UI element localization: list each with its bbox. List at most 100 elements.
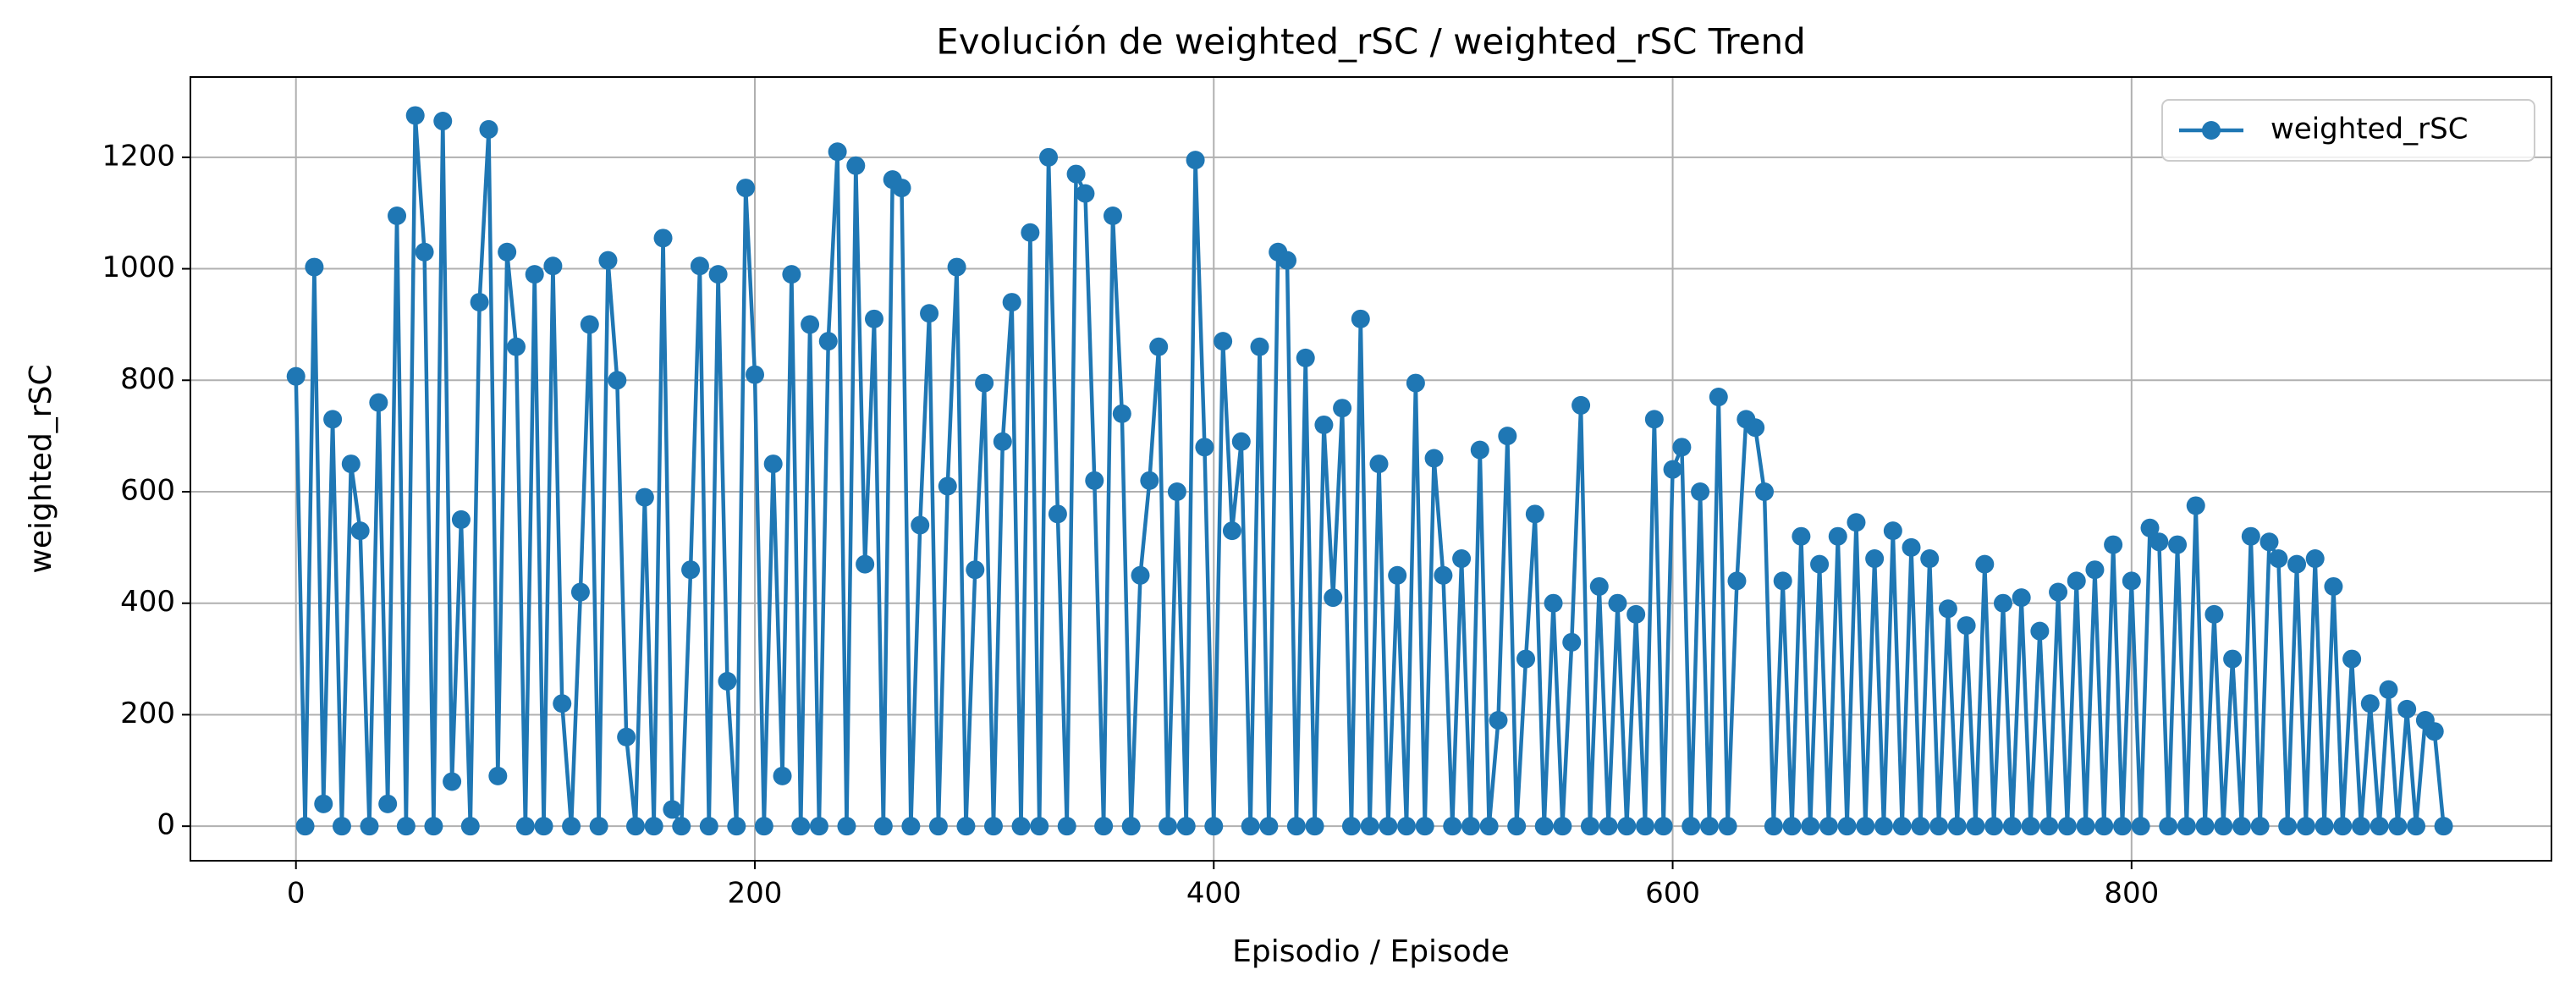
marker xyxy=(1718,817,1737,836)
marker xyxy=(1167,482,1186,502)
marker xyxy=(1562,632,1582,652)
marker xyxy=(956,817,976,836)
marker xyxy=(2379,680,2398,699)
marker xyxy=(2232,817,2251,836)
marker xyxy=(1498,427,1517,446)
marker xyxy=(1892,817,1912,836)
marker xyxy=(1571,395,1591,415)
marker xyxy=(2305,549,2325,569)
marker xyxy=(598,251,618,270)
marker xyxy=(1341,817,1361,836)
marker xyxy=(2315,817,2334,836)
marker xyxy=(2296,817,2315,836)
marker xyxy=(2094,817,2114,836)
marker xyxy=(1947,817,1967,836)
marker xyxy=(1782,817,1802,836)
marker xyxy=(1608,593,1627,613)
marker xyxy=(928,817,948,836)
marker xyxy=(975,373,994,393)
marker xyxy=(2067,571,2086,591)
marker xyxy=(635,487,654,507)
marker xyxy=(2039,817,2059,836)
plot-frame xyxy=(190,76,2552,862)
marker xyxy=(2076,817,2095,836)
marker xyxy=(672,817,691,836)
marker xyxy=(2333,817,2353,836)
marker xyxy=(2030,621,2050,641)
marker xyxy=(1222,521,1241,541)
marker xyxy=(1699,817,1719,836)
marker xyxy=(1149,337,1169,356)
marker xyxy=(1011,817,1031,836)
marker xyxy=(828,142,847,162)
y-tick-label: 200 xyxy=(120,697,175,730)
marker xyxy=(1296,348,1315,367)
marker xyxy=(653,229,673,248)
marker xyxy=(1121,817,1141,836)
marker xyxy=(286,366,305,386)
marker xyxy=(791,817,811,836)
marker xyxy=(460,817,480,836)
marker xyxy=(2168,535,2188,554)
marker xyxy=(690,256,709,276)
marker xyxy=(1727,571,1747,591)
marker xyxy=(718,671,737,691)
marker xyxy=(1159,817,1178,836)
marker xyxy=(451,510,471,529)
marker xyxy=(736,179,756,198)
marker xyxy=(1938,599,1957,619)
marker xyxy=(1021,223,1040,242)
marker xyxy=(608,371,627,390)
y-tick-label: 0 xyxy=(157,808,175,842)
marker xyxy=(1580,817,1599,836)
marker xyxy=(1709,388,1728,407)
marker xyxy=(892,179,911,198)
marker xyxy=(1214,332,1233,351)
marker xyxy=(663,800,682,819)
marker xyxy=(681,560,701,580)
marker xyxy=(1048,504,1067,524)
marker xyxy=(617,727,636,746)
marker xyxy=(1094,817,1114,836)
marker xyxy=(2287,554,2307,574)
marker xyxy=(2214,817,2233,836)
marker xyxy=(782,265,801,284)
marker xyxy=(1030,817,1049,836)
marker xyxy=(543,256,563,276)
x-axis-label: Episodio / Episode xyxy=(1232,934,1510,969)
marker xyxy=(2351,817,2370,836)
marker xyxy=(1305,817,1324,836)
marker xyxy=(644,817,663,836)
marker xyxy=(369,393,388,412)
marker xyxy=(2186,496,2205,515)
marker xyxy=(1672,438,1692,457)
marker xyxy=(360,817,379,836)
legend-label: weighted_rSC xyxy=(2271,113,2468,146)
marker xyxy=(1589,576,1609,596)
marker xyxy=(350,521,370,541)
marker xyxy=(1801,817,1820,836)
legend-marker xyxy=(2202,121,2221,140)
marker xyxy=(1406,373,1425,393)
marker xyxy=(2434,817,2453,836)
marker xyxy=(2241,526,2260,546)
legend-box xyxy=(2161,99,2535,162)
marker xyxy=(1837,817,1857,836)
marker xyxy=(378,794,398,813)
marker xyxy=(2278,817,2298,836)
marker xyxy=(415,242,434,262)
marker xyxy=(1204,817,1224,836)
marker xyxy=(1792,526,1811,546)
marker xyxy=(295,817,315,836)
marker xyxy=(396,817,416,836)
marker xyxy=(2131,817,2150,836)
marker xyxy=(1140,471,1159,490)
marker xyxy=(1397,817,1417,836)
marker xyxy=(818,332,838,351)
legend: weighted_rSC xyxy=(2161,99,2535,162)
marker xyxy=(1112,404,1131,423)
marker xyxy=(479,119,498,139)
marker xyxy=(2407,817,2426,836)
marker xyxy=(1286,817,1306,836)
marker xyxy=(1250,337,1269,356)
